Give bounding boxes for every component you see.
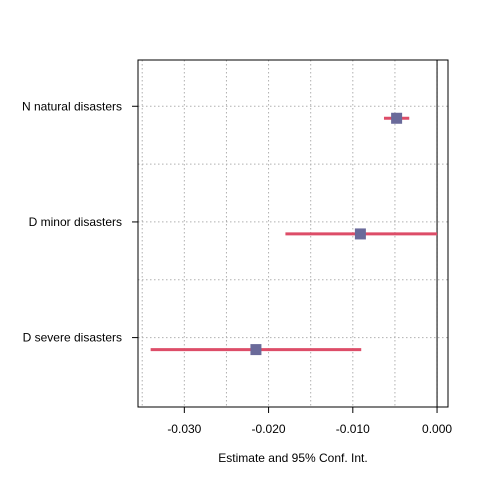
x-tick-label-3: 0.000	[422, 422, 452, 436]
estimate-point-1	[354, 228, 366, 240]
y-axis: N natural disasters D minor disasters D se…	[22, 99, 138, 345]
x-axis-title: Estimate and 95% Conf. Int.	[218, 451, 367, 465]
x-tick-label-0: -0.030	[167, 422, 201, 436]
y-tick-label-1: D minor disasters	[29, 215, 122, 229]
estimate-point-0	[391, 112, 403, 124]
data-marks	[150, 112, 438, 356]
estimate-point-2	[250, 344, 262, 356]
y-tick-label-2: D severe disasters	[23, 331, 122, 345]
x-axis: -0.030 -0.020 -0.010 0.000	[167, 407, 452, 436]
y-tick-label-0: N natural disasters	[22, 99, 122, 113]
plot-border	[137, 59, 449, 408]
x-tick-label-1: -0.020	[252, 422, 286, 436]
x-tick-label-2: -0.010	[336, 422, 370, 436]
